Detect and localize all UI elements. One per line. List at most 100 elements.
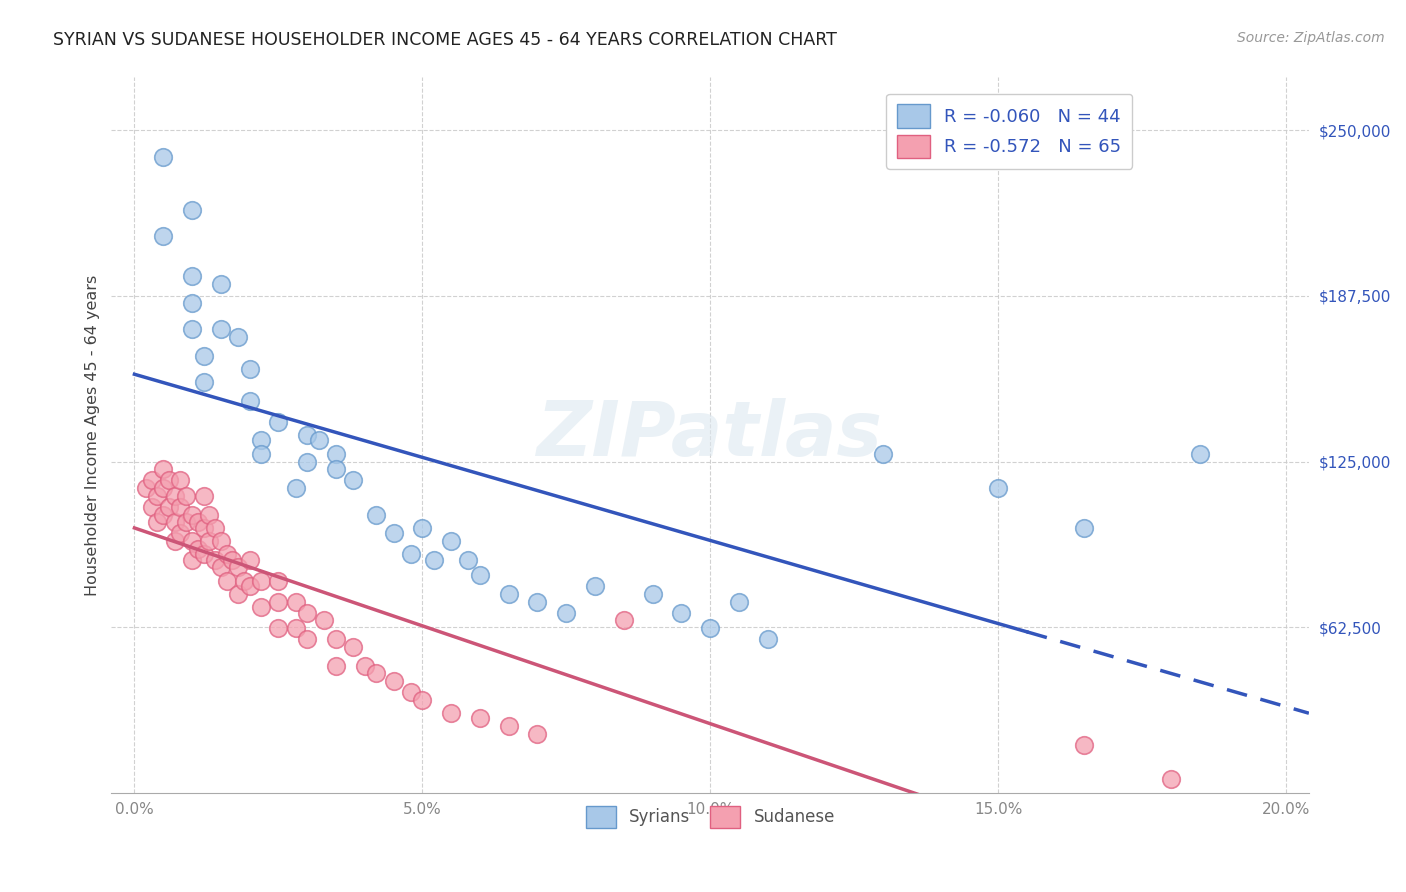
Point [498,587,520,601]
Point [399,685,422,699]
Point [411,521,433,535]
Point [157,500,180,514]
Point [423,552,446,566]
Point [152,150,174,164]
Point [146,516,169,530]
Point [215,574,238,588]
Point [193,547,215,561]
Point [198,508,221,522]
Point [987,481,1010,495]
Point [457,552,479,566]
Point [613,614,636,628]
Point [152,229,174,244]
Point [232,574,254,588]
Point [314,614,336,628]
Point [325,462,347,476]
Point [209,322,232,336]
Point [169,473,191,487]
Point [226,330,249,344]
Point [181,322,204,336]
Point [209,560,232,574]
Point [181,552,204,566]
Point [181,534,204,549]
Point [267,622,290,636]
Point [325,447,347,461]
Point [308,434,330,448]
Point [141,500,163,514]
Point [226,560,249,574]
Point [146,489,169,503]
Text: Source: ZipAtlas.com: Source: ZipAtlas.com [1237,31,1385,45]
Point [181,508,204,522]
Point [468,568,491,582]
Point [169,526,191,541]
Point [440,534,463,549]
Point [699,622,721,636]
Point [250,434,273,448]
Point [325,658,347,673]
Y-axis label: Householder Income Ages 45 - 64 years: Householder Income Ages 45 - 64 years [86,275,100,596]
Point [174,489,197,503]
Point [181,202,204,217]
Point [250,447,273,461]
Point [163,489,186,503]
Point [411,693,433,707]
Point [239,552,262,566]
Point [555,606,578,620]
Point [209,534,232,549]
Point [284,481,307,495]
Point [157,473,180,487]
Point [181,295,204,310]
Point [366,666,388,681]
Point [267,595,290,609]
Text: SYRIAN VS SUDANESE HOUSEHOLDER INCOME AGES 45 - 64 YEARS CORRELATION CHART: SYRIAN VS SUDANESE HOUSEHOLDER INCOME AG… [53,31,838,49]
Point [239,361,262,376]
Point [250,574,273,588]
Point [267,574,290,588]
Point [728,595,751,609]
Point [440,706,463,721]
Point [239,393,262,408]
Point [399,547,422,561]
Point [641,587,664,601]
Point [342,473,364,487]
Point [204,521,226,535]
Point [295,606,318,620]
Point [353,658,375,673]
Point [181,269,204,284]
Point [382,526,405,541]
Point [267,415,290,429]
Text: ZIPatlas: ZIPatlas [537,398,883,472]
Point [152,462,174,476]
Point [1073,521,1095,535]
Point [152,508,174,522]
Point [239,579,262,593]
Point [382,674,405,689]
Point [295,454,318,468]
Point [163,516,186,530]
Point [204,552,226,566]
Point [215,547,238,561]
Point [193,349,215,363]
Point [250,600,273,615]
Point [163,534,186,549]
Point [671,606,693,620]
Point [193,375,215,389]
Point [1160,772,1182,787]
Point [221,552,243,566]
Point [583,579,606,593]
Point [174,516,197,530]
Point [295,428,318,442]
Point [284,622,307,636]
Point [526,727,548,741]
Point [756,632,779,646]
Point [1073,738,1095,752]
Point [872,447,894,461]
Point [325,632,347,646]
Point [187,541,209,556]
Point [198,534,221,549]
Point [193,489,215,503]
Point [169,500,191,514]
Point [193,521,215,535]
Point [526,595,548,609]
